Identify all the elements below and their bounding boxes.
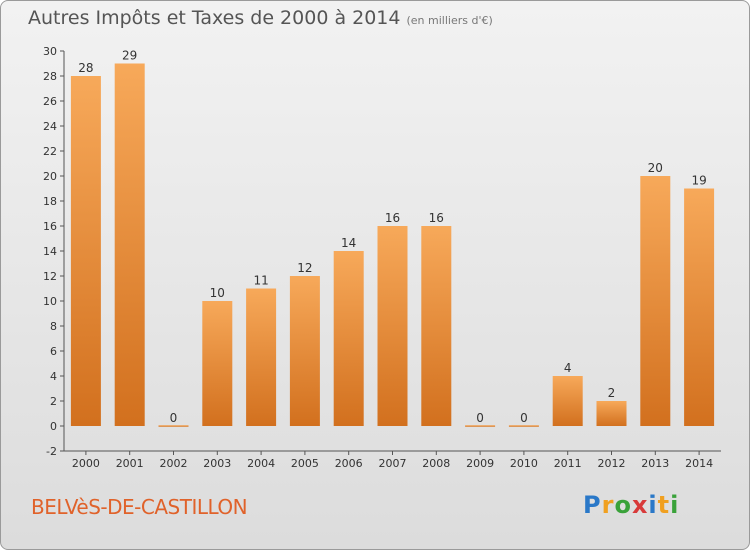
- y-tick-label: 30: [43, 45, 57, 58]
- x-tick-label: 2014: [685, 457, 713, 470]
- y-tick-label: 18: [43, 195, 57, 208]
- y-tick-label: 24: [43, 120, 57, 133]
- y-tick-label: -2: [46, 445, 57, 458]
- x-tick-label: 2011: [554, 457, 582, 470]
- y-tick-label: 28: [43, 70, 57, 83]
- bar-value-label: 16: [429, 211, 444, 225]
- bar-value-label: 20: [648, 161, 663, 175]
- bar-value-label: 14: [341, 236, 356, 250]
- y-tick-label: 16: [43, 220, 57, 233]
- bar-value-label: 0: [476, 411, 484, 425]
- bar-value-label: 19: [691, 174, 706, 188]
- x-tick-label: 2010: [510, 457, 538, 470]
- bar: [421, 226, 452, 426]
- y-tick-label: 0: [50, 420, 57, 433]
- bar-value-label: 12: [297, 261, 312, 275]
- bar: [289, 276, 320, 426]
- y-tick-label: 14: [43, 245, 57, 258]
- bar-value-label: 0: [170, 411, 178, 425]
- x-tick-label: 2001: [116, 457, 144, 470]
- y-tick-label: 6: [50, 345, 57, 358]
- bar-value-label: 2: [608, 386, 616, 400]
- bar-value-label: 11: [253, 274, 268, 288]
- x-tick-label: 2003: [203, 457, 231, 470]
- x-tick-label: 2008: [422, 457, 450, 470]
- bar: [202, 301, 233, 426]
- bar: [640, 176, 671, 426]
- bar-value-label: 29: [122, 49, 137, 63]
- x-tick-label: 2006: [335, 457, 363, 470]
- y-tick-label: 10: [43, 295, 57, 308]
- bar: [508, 425, 539, 427]
- chart-title-text: Autres Impôts et Taxes de 2000 à 2014: [28, 7, 401, 29]
- bar: [158, 425, 189, 427]
- x-tick-label: 2012: [598, 457, 626, 470]
- bar: [596, 401, 627, 426]
- x-tick-label: 2005: [291, 457, 319, 470]
- chart-title: Autres Impôts et Taxes de 2000 à 2014 (en…: [28, 7, 493, 29]
- x-tick-label: 2002: [160, 457, 188, 470]
- bar: [465, 425, 496, 427]
- y-tick-label: 2: [50, 395, 57, 408]
- y-tick-label: 20: [43, 170, 57, 183]
- y-tick-label: 8: [50, 320, 57, 333]
- commune-name: BELVèS-DE-CASTILLON: [31, 495, 248, 519]
- bar: [333, 251, 364, 426]
- chart-subtitle: (en milliers d'€): [406, 14, 493, 27]
- bar-value-label: 0: [520, 411, 528, 425]
- x-tick-label: 2000: [72, 457, 100, 470]
- bar: [552, 376, 583, 426]
- x-tick-label: 2009: [466, 457, 494, 470]
- bar: [246, 288, 277, 426]
- x-tick-label: 2007: [379, 457, 407, 470]
- bar: [377, 226, 408, 426]
- bar-value-label: 4: [564, 361, 572, 375]
- y-tick-label: 22: [43, 145, 57, 158]
- bar-value-label: 28: [78, 61, 93, 75]
- y-tick-label: 4: [50, 370, 57, 383]
- bar: [684, 188, 715, 426]
- bar: [114, 63, 145, 426]
- bar: [70, 76, 101, 426]
- x-tick-label: 2004: [247, 457, 275, 470]
- x-tick-label: 2013: [641, 457, 669, 470]
- bar-value-label: 10: [210, 286, 225, 300]
- proxiti-logo: Proxiti: [583, 491, 680, 519]
- y-tick-label: 26: [43, 95, 57, 108]
- y-tick-label: 12: [43, 270, 57, 283]
- bar-value-label: 16: [385, 211, 400, 225]
